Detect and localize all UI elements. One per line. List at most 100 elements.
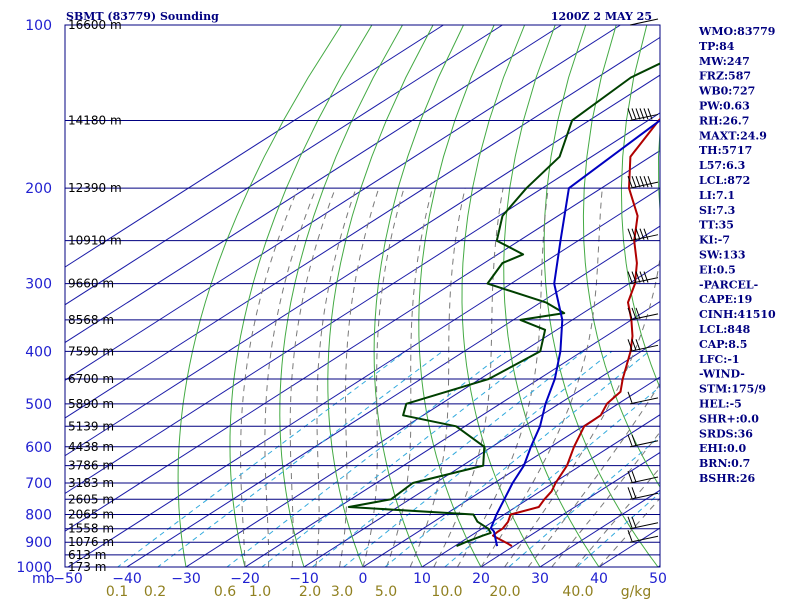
- mixing-ratio-tick-label: 40.0: [562, 584, 593, 600]
- dry-adiabat-line: [418, 25, 495, 567]
- wind-barb: [629, 277, 659, 285]
- parcel-trace: [489, 119, 660, 547]
- wind-barb: [629, 181, 659, 189]
- mixing-ratio-line: [508, 435, 660, 567]
- temperature-tick-label: 40: [590, 571, 608, 587]
- mixing-ratio-tick-label: 1.0: [249, 584, 271, 600]
- height-label: 7590 m: [68, 344, 114, 358]
- moist-adiabat-line: [264, 188, 317, 567]
- wind-barb-flag: [639, 108, 645, 120]
- wind-barb: [629, 344, 659, 352]
- wind-barb-flag: [647, 108, 653, 120]
- wind-barb-flag: [643, 108, 649, 120]
- temperature-tick-label: 20: [472, 571, 490, 587]
- moist-adiabat-line: [575, 467, 660, 567]
- isotherm-line: [65, 25, 562, 344]
- mixing-ratio-line: [384, 350, 650, 567]
- wind-barb-flag: [635, 175, 641, 188]
- height-label: 2605 m: [68, 492, 114, 506]
- wind-barb: [629, 113, 659, 121]
- dry-adiabat-line: [373, 25, 464, 567]
- mixing-ratio-axis: 0.1 0.2 0.6 1.0 2.0 3.0 5.0 10.0 20.0 40.0 g/kg: [106, 584, 651, 600]
- mixing-ratio-tick-label: 10.0: [431, 584, 462, 600]
- mixing-ratio-tick-label: 0.2: [144, 584, 166, 600]
- wind-barb-flag: [631, 108, 637, 120]
- height-label: 8568 m: [68, 313, 114, 327]
- wind-barb-flag: [627, 339, 633, 351]
- index-entry: STM:175/9: [699, 383, 766, 396]
- height-label: 6700 m: [68, 372, 114, 386]
- plot-frame: [64, 24, 661, 568]
- isotherm-line: [244, 300, 660, 567]
- dry-adiabat-line: [327, 25, 434, 567]
- index-entry: LCL:848: [699, 323, 751, 336]
- mixing-ratio-line: [342, 350, 613, 567]
- wind-barb-flag: [627, 175, 633, 188]
- wind-barb-flag: [631, 271, 637, 283]
- temperature-tick-label: 10: [413, 571, 431, 587]
- index-entry: WB0:727: [698, 85, 755, 98]
- height-label: 3183 m: [68, 476, 114, 490]
- temperature-axis: −50 −40 −30 −20 −10 0 10 20 30 40 50: [53, 571, 667, 587]
- moist-adiabat-line: [338, 188, 380, 567]
- index-entry: BSHR:26: [699, 472, 755, 485]
- isotherm-line: [65, 36, 660, 419]
- isotherm-line: [480, 451, 660, 567]
- dry-adiabat-line: [229, 25, 373, 567]
- wind-barb-flag: [631, 307, 637, 320]
- wind-barb-flag: [627, 307, 633, 320]
- dry-adiabat-line: [177, 25, 342, 567]
- height-label: 4438 m: [68, 440, 114, 454]
- wind-barb: [629, 476, 659, 484]
- height-label: 9660 m: [68, 277, 114, 291]
- index-entry: PW:0.63: [699, 100, 750, 113]
- pressure-tick-label: 100: [25, 18, 52, 34]
- mixing-ratio-tick-label: 20.0: [489, 584, 520, 600]
- isotherm-line: [65, 25, 503, 306]
- height-label: 1076 m: [68, 535, 114, 549]
- index-entry: CINH:41510: [699, 308, 776, 321]
- pressure-tick-label: 800: [25, 507, 52, 523]
- index-entry: EI:0.5: [699, 263, 736, 276]
- height-label: 5890 m: [68, 397, 114, 411]
- wind-barb: [629, 440, 659, 448]
- index-entry: BRN:0.7: [699, 457, 750, 470]
- wind-barb-flag: [627, 434, 633, 446]
- wind-barb-flag: [631, 434, 637, 446]
- pressure-tick-label: 300: [25, 277, 52, 293]
- index-entry: TH:5717: [699, 144, 752, 157]
- mixing-ratio-line: [156, 350, 443, 567]
- mixing-ratio-line: [116, 350, 407, 567]
- height-label: 12390 m: [68, 181, 122, 195]
- dewpoint-trace: [347, 62, 660, 548]
- dry-adiabat-line: [620, 25, 660, 389]
- wind-barb: [629, 492, 659, 500]
- height-label: 16600 m: [68, 18, 122, 32]
- isotherm-line: [65, 150, 660, 532]
- mixing-ratio-unit: g/kg: [621, 584, 652, 600]
- dry-adiabat-line: [279, 25, 403, 567]
- index-entry: LFC:-1: [699, 353, 740, 366]
- moist-adiabat-line: [433, 188, 504, 567]
- height-label: 2065 m: [68, 507, 114, 521]
- index-entry: FRZ:587: [699, 70, 751, 83]
- wind-barb-flag: [631, 228, 637, 240]
- pressure-tick-label: 400: [25, 344, 52, 360]
- wind-barb-flag: [631, 175, 637, 188]
- wind-barb-flag: [639, 228, 645, 240]
- wind-barb-flag: [635, 108, 641, 120]
- wind-barb: [629, 234, 659, 242]
- index-entry: SRDS:36: [699, 427, 753, 440]
- chart-title: SBMT (83779) Sounding: [66, 10, 219, 23]
- mixing-ratio-tick-label: 5.0: [375, 584, 397, 600]
- index-entry: CAPE:19: [699, 293, 752, 306]
- height-label: 3786 m: [68, 459, 114, 473]
- height-label: 5139 m: [68, 419, 114, 433]
- pressure-tick-label: 900: [25, 535, 52, 551]
- wind-barb-flag: [635, 228, 641, 240]
- isotherm-line: [67, 187, 660, 567]
- height-labels: 16600 m 14180 m 12390 m 10910 m 9660 m 8568 m…: [68, 18, 122, 574]
- isotherm-line: [185, 263, 660, 567]
